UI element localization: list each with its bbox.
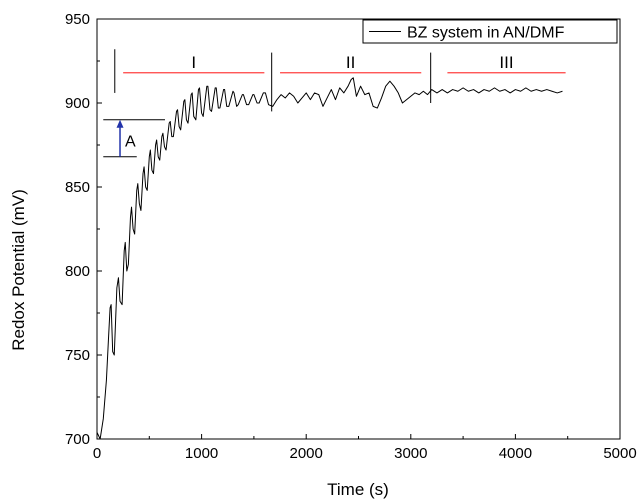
- x-tick-label: 4000: [499, 445, 532, 462]
- y-tick-label: 800: [65, 263, 90, 280]
- plot-area: [96, 18, 621, 440]
- legend: BZ system in AN/DMF: [362, 19, 618, 44]
- y-tick-label: 850: [65, 179, 90, 196]
- axis-ticks: 0 1000 2000 3000 4000 5000 700 750 800 850 900 950: [65, 11, 637, 462]
- x-tick-label: 2000: [290, 445, 323, 462]
- region-label: III: [499, 53, 513, 72]
- region-annotations: I II III: [114, 49, 566, 112]
- plot-border: [96, 18, 621, 440]
- amplitude-label: A: [125, 133, 136, 150]
- y-tick-label: 750: [65, 347, 90, 364]
- x-axis-title: Time (s): [327, 480, 389, 499]
- x-tick-label: 1000: [185, 445, 218, 462]
- legend-label: BZ system in AN/DMF: [407, 25, 565, 42]
- y-tick-label: 950: [65, 11, 90, 28]
- x-tick-label: 0: [93, 445, 101, 462]
- region-label: II: [346, 53, 355, 72]
- series-layer: [96, 77, 563, 440]
- y-axis-title: Redox Potential (mV): [9, 189, 28, 351]
- legend-box: [362, 19, 618, 44]
- amplitude-annotation: A: [103, 119, 165, 158]
- y-tick-label: 900: [65, 95, 90, 112]
- y-tick-label: 700: [65, 431, 90, 448]
- x-tick-label: 5000: [603, 445, 636, 462]
- x-tick-label: 3000: [394, 445, 427, 462]
- region-label: I: [191, 53, 196, 72]
- series-line: [96, 77, 563, 440]
- amplitude-arrow-head: [116, 119, 124, 128]
